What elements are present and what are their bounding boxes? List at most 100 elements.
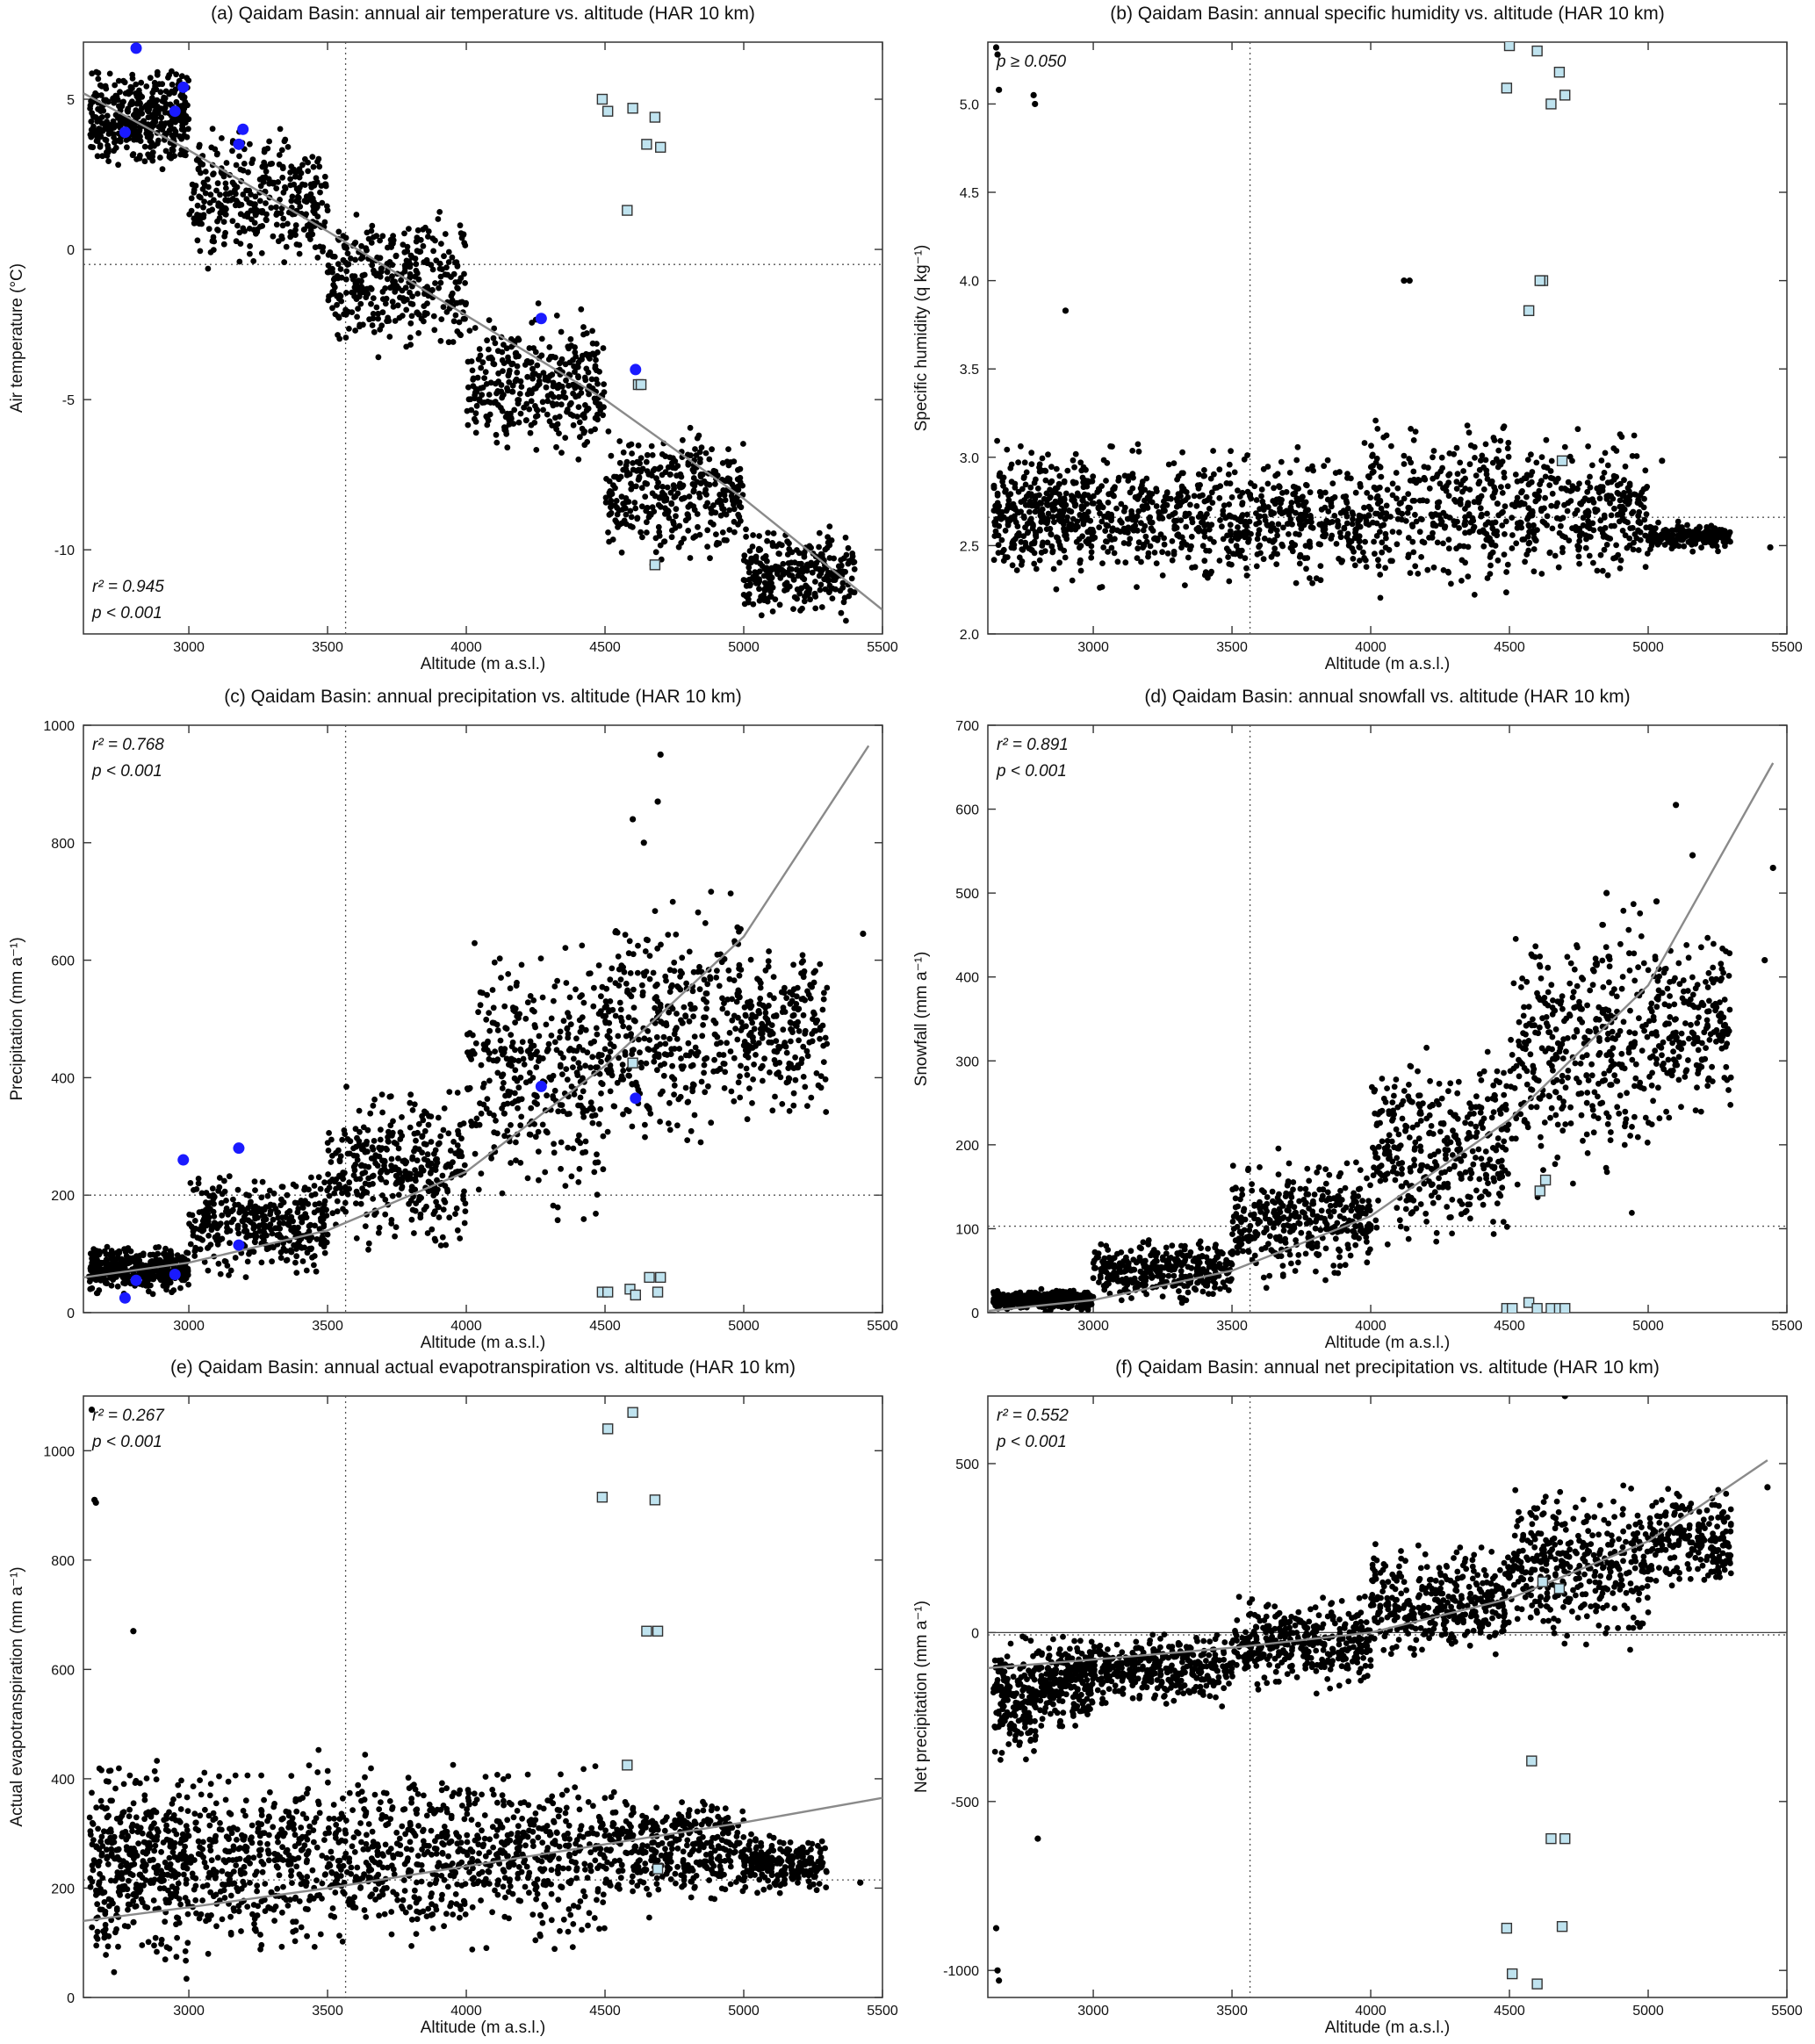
data-point — [1028, 491, 1034, 497]
data-point — [1439, 455, 1445, 461]
data-point — [999, 537, 1005, 543]
data-point — [246, 1192, 252, 1198]
data-point — [1033, 500, 1039, 507]
data-point — [575, 392, 581, 399]
data-point — [993, 529, 999, 535]
data-point — [146, 109, 152, 115]
data-point — [553, 444, 559, 450]
data-point — [1105, 522, 1111, 529]
panel-c: (c) Qaidam Basin: annual precipitation v… — [8, 687, 898, 1352]
data-point — [455, 285, 461, 291]
data-point — [1364, 564, 1370, 570]
data-point — [545, 393, 551, 399]
data-point — [601, 345, 607, 351]
data-point — [778, 567, 784, 573]
data-point — [421, 1109, 428, 1115]
data-point — [1174, 496, 1180, 502]
data-point — [1483, 442, 1489, 448]
panel-a-outlier-cell-marker — [642, 140, 652, 149]
panel-a-p-value: p < 0.001 — [91, 604, 162, 623]
data-point — [353, 280, 359, 286]
data-point — [1279, 543, 1286, 550]
data-point — [1259, 486, 1265, 493]
data-point — [518, 378, 524, 385]
data-point — [222, 1189, 228, 1195]
data-point — [619, 550, 625, 556]
data-point — [1364, 490, 1370, 496]
data-point — [743, 534, 749, 540]
data-point — [120, 1280, 126, 1286]
data-point — [1289, 500, 1295, 506]
data-point — [685, 528, 691, 534]
data-point — [758, 594, 764, 600]
data-point — [142, 144, 148, 150]
data-point — [312, 1210, 318, 1216]
data-point — [169, 82, 176, 88]
data-point — [151, 143, 157, 149]
data-point — [313, 1269, 320, 1275]
data-point — [390, 299, 396, 305]
data-point — [1572, 511, 1578, 517]
data-point — [1239, 531, 1245, 537]
data-point — [727, 476, 733, 482]
panel-b-extra-point — [996, 87, 1002, 93]
data-point — [763, 567, 769, 573]
data-point — [1619, 434, 1625, 440]
data-point — [1022, 459, 1028, 465]
data-point — [1232, 515, 1238, 521]
data-point — [318, 1237, 324, 1243]
data-point — [1235, 547, 1242, 553]
data-point — [1154, 560, 1160, 566]
data-point — [704, 527, 710, 533]
data-point — [204, 1213, 210, 1220]
data-point — [1344, 521, 1350, 527]
data-point — [1073, 480, 1079, 486]
data-point — [1684, 522, 1690, 529]
data-point — [1091, 535, 1098, 541]
data-point — [504, 444, 510, 450]
data-point — [1427, 486, 1433, 492]
panel-b-extra-point — [1407, 277, 1413, 284]
data-point — [1331, 513, 1337, 519]
data-point — [699, 444, 705, 450]
data-point — [992, 522, 998, 529]
data-point — [104, 113, 111, 119]
data-point — [784, 587, 790, 593]
data-point — [649, 443, 655, 450]
data-point — [326, 1130, 332, 1136]
data-point — [518, 411, 524, 417]
data-point — [670, 464, 676, 471]
panel-b-extra-point — [1401, 277, 1407, 284]
data-point — [840, 568, 846, 574]
data-point — [620, 507, 626, 513]
data-point — [623, 463, 630, 469]
data-point — [211, 239, 217, 245]
data-point — [537, 381, 543, 387]
data-point — [1059, 501, 1065, 507]
data-point — [529, 376, 536, 382]
data-point — [678, 471, 684, 478]
data-point — [1451, 518, 1457, 524]
data-point — [580, 332, 587, 338]
data-point — [1345, 531, 1351, 537]
data-point — [1264, 522, 1271, 529]
data-point — [1531, 530, 1537, 536]
data-point — [1278, 500, 1284, 507]
data-point — [1489, 520, 1495, 526]
data-point — [185, 1282, 191, 1288]
data-point — [273, 212, 279, 218]
data-point — [991, 507, 998, 514]
data-point — [344, 262, 350, 268]
data-point — [304, 1268, 310, 1274]
data-point — [280, 216, 286, 222]
data-point — [104, 153, 111, 159]
data-point — [1424, 567, 1430, 573]
data-point — [735, 522, 741, 528]
data-point — [1349, 538, 1355, 544]
data-point — [1148, 543, 1154, 550]
data-point — [457, 332, 464, 338]
data-point — [1084, 529, 1091, 535]
data-point — [1503, 518, 1509, 524]
data-point — [787, 572, 793, 579]
